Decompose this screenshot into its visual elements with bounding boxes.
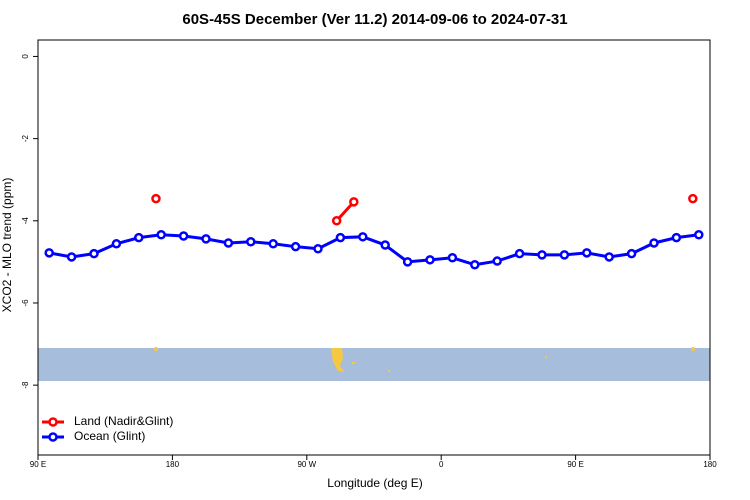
legend-label: Ocean (Glint) — [74, 429, 145, 443]
point — [66, 252, 77, 262]
y-axis-label: XCO2 - MLO trend (ppm) — [0, 178, 14, 313]
x-tick-label: 180 — [703, 460, 717, 469]
point — [671, 232, 682, 243]
point — [335, 232, 346, 243]
point — [331, 216, 342, 226]
point — [694, 230, 704, 240]
point — [246, 236, 256, 247]
y-tick-label: -8 — [21, 381, 30, 389]
y-tick-label: -4 — [21, 217, 30, 225]
point — [201, 234, 211, 244]
x-tick-label: 180 — [166, 460, 180, 469]
x-tick-label: 0 — [439, 460, 444, 469]
point — [134, 232, 144, 243]
point — [470, 260, 480, 270]
point — [537, 250, 547, 260]
legend-marker — [48, 432, 58, 442]
point — [402, 257, 413, 267]
x-tick-label: 90 E — [567, 460, 583, 469]
point — [156, 230, 166, 240]
series-line — [48, 233, 699, 267]
y-tick-label: 0 — [21, 54, 30, 59]
chart-title: 60S-45S December (Ver 11.2) 2014-09-06 t… — [182, 11, 567, 28]
point — [89, 248, 99, 259]
point — [559, 250, 570, 260]
point — [649, 238, 659, 248]
point — [313, 243, 323, 254]
point — [425, 255, 435, 265]
map-strip — [38, 347, 710, 381]
point — [582, 248, 592, 258]
point — [447, 253, 458, 263]
point — [604, 252, 614, 262]
y-tick-label: -6 — [21, 299, 30, 307]
point — [268, 239, 278, 249]
point — [349, 197, 359, 207]
x-tick-label: 90 W — [297, 460, 316, 469]
legend-marker — [48, 417, 58, 427]
point — [178, 231, 189, 241]
point — [290, 241, 301, 252]
point — [626, 248, 637, 259]
point — [514, 248, 525, 259]
point — [380, 240, 390, 250]
point — [492, 256, 502, 266]
point — [44, 248, 54, 258]
x-tick-label: 90 E — [30, 460, 46, 469]
point — [223, 238, 234, 248]
point — [688, 193, 698, 204]
point — [358, 232, 368, 242]
y-tick-label: -2 — [21, 135, 30, 143]
point — [111, 239, 122, 249]
x-axis-label: Longitude (deg E) — [327, 476, 422, 490]
point — [151, 193, 161, 204]
plot-frame — [37, 39, 711, 456]
legend-label: Land (Nadir&Glint) — [74, 414, 173, 428]
